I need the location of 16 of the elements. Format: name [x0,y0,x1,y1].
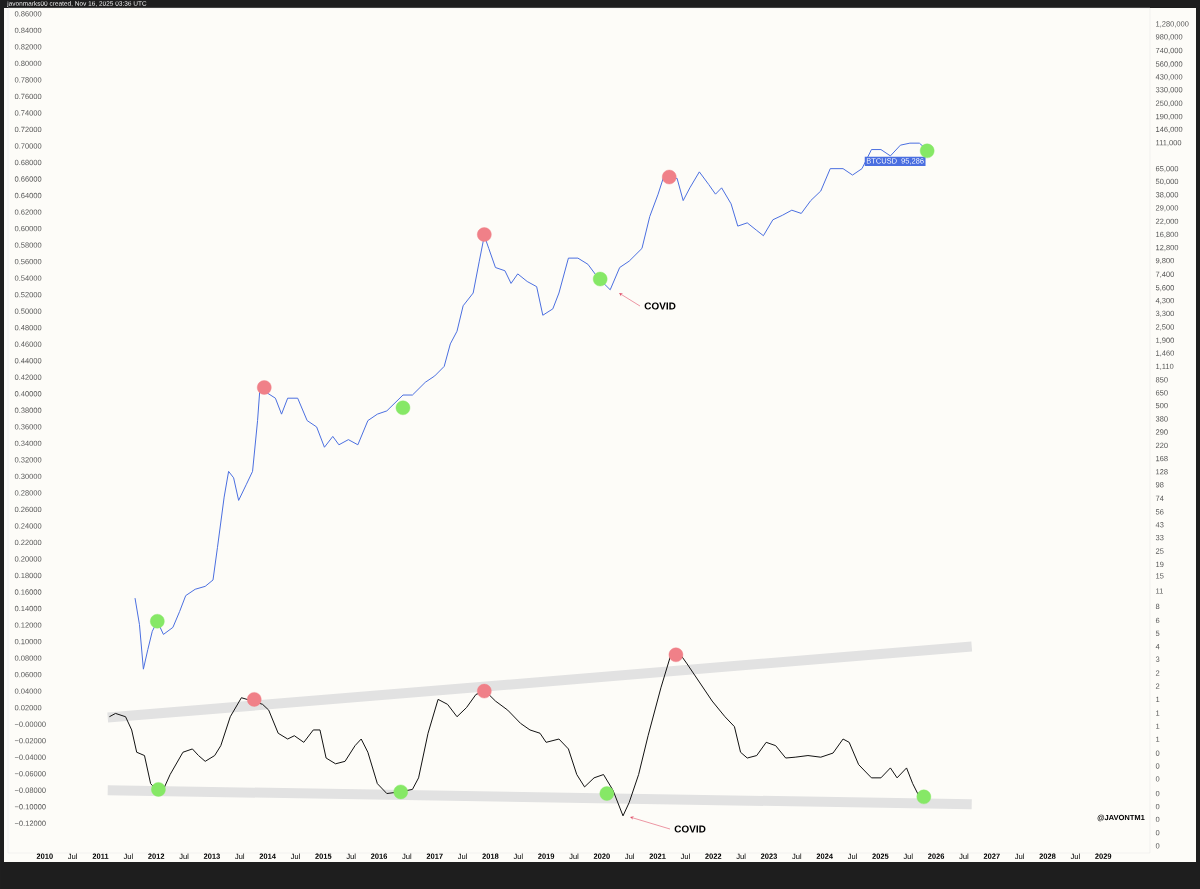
point [393,784,408,800]
point [247,692,262,707]
point [668,647,684,662]
point [257,380,272,395]
point [919,143,935,159]
point [395,400,411,415]
point [916,789,932,805]
point [151,782,166,797]
point [477,227,492,242]
point [477,683,492,699]
annotation: COVID [644,302,676,310]
point [662,169,677,185]
point [592,271,608,287]
annotation: COVID [674,825,706,833]
point [599,786,615,801]
point [150,614,165,629]
